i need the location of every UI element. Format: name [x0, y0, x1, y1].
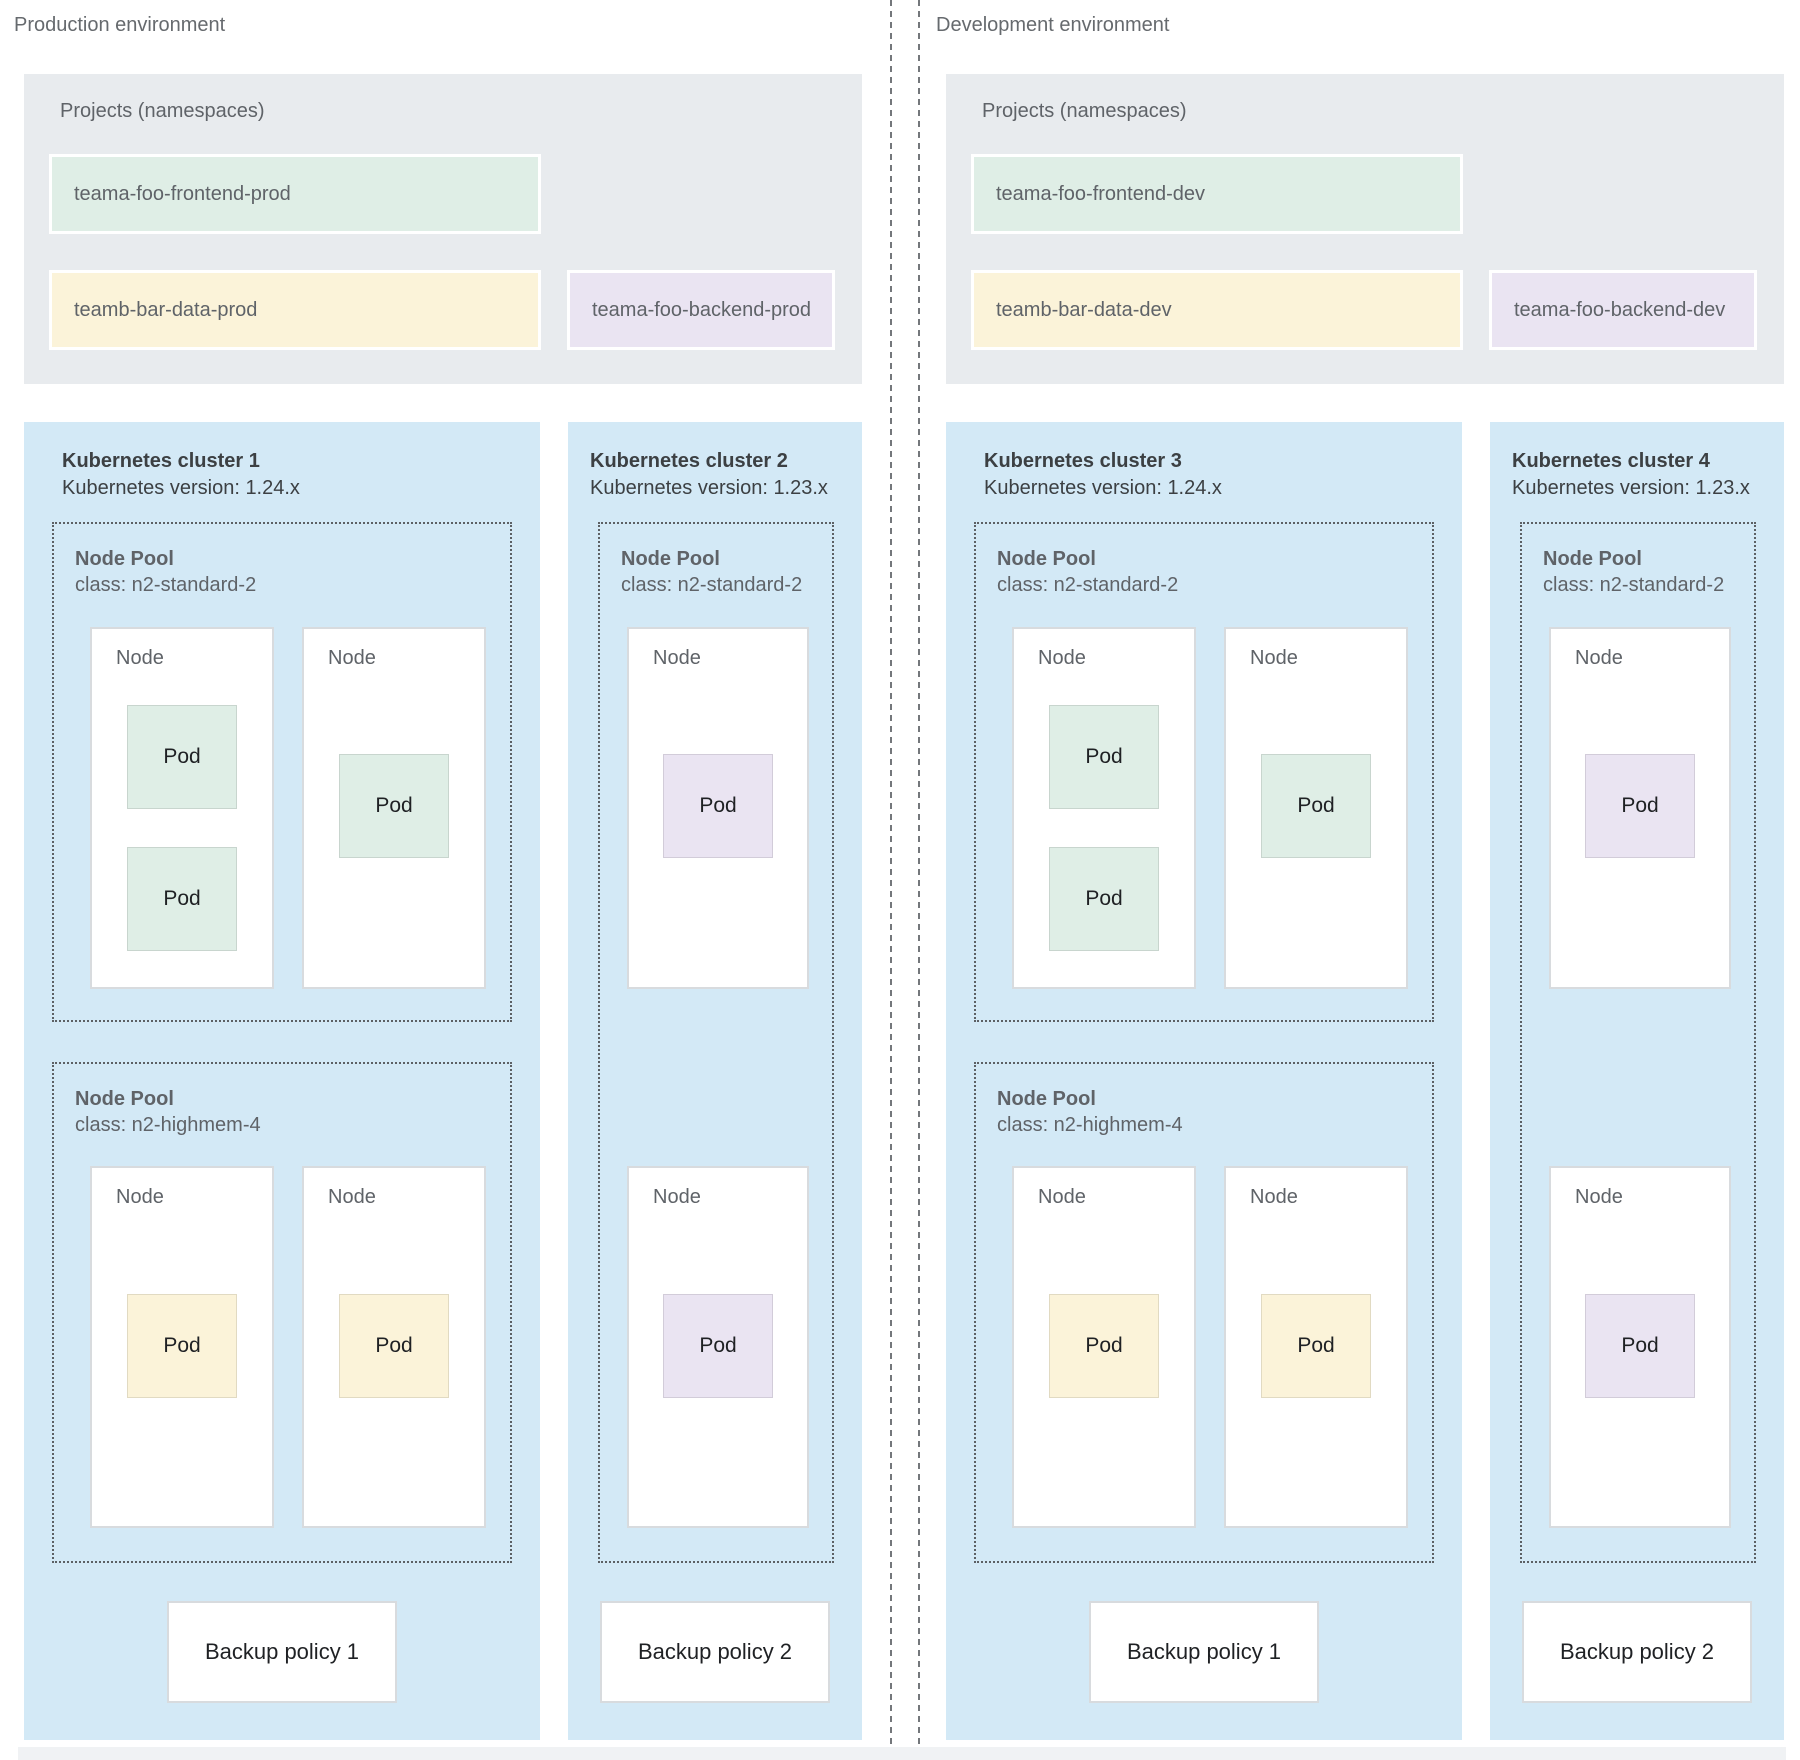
- node-pool-header: Node Pool class: n2-standard-2: [621, 546, 802, 598]
- cluster-panel-2: Kubernetes cluster 2 Kubernetes version:…: [568, 422, 862, 1740]
- cluster-panel-1: Kubernetes cluster 1 Kubernetes version:…: [24, 422, 540, 1740]
- node-label: Node: [653, 647, 701, 669]
- node-box: Node Pod: [1012, 1166, 1196, 1528]
- node-pool-header: Node Pool class: n2-standard-2: [75, 546, 256, 598]
- node-pool: Node Pool class: n2-highmem-4 Node Pod N…: [52, 1062, 512, 1563]
- backup-policy-box: Backup policy 2: [1522, 1601, 1752, 1703]
- node-label: Node: [653, 1186, 701, 1208]
- cluster-panel-3: Kubernetes cluster 3 Kubernetes version:…: [946, 422, 1462, 1740]
- node-pool-class: class: n2-highmem-4: [997, 1114, 1183, 1136]
- namespace-box: teama-foo-backend-prod: [567, 270, 835, 350]
- pod-box: Pod: [663, 1294, 773, 1398]
- node-box: Node Pod: [1224, 1166, 1408, 1528]
- node-box: Node Pod: [1224, 627, 1408, 989]
- pod-box: Pod: [1585, 754, 1695, 858]
- pod-box: Pod: [1049, 847, 1159, 951]
- node-label: Node: [1575, 1186, 1623, 1208]
- node-pool: Node Pool class: n2-standard-2 Node Pod …: [52, 522, 512, 1022]
- environment-label-production: Production environment: [14, 14, 226, 36]
- backup-policy-box: Backup policy 2: [600, 1601, 830, 1703]
- node-pool-class: class: n2-standard-2: [621, 574, 803, 596]
- node-box: Node Pod Pod: [90, 627, 274, 989]
- backup-policy-box: Backup policy 1: [1089, 1601, 1319, 1703]
- environment-divider-line: [890, 0, 892, 1760]
- pod-box: Pod: [1049, 1294, 1159, 1398]
- node-pool-title: Node Pool: [997, 548, 1096, 570]
- node-label: Node: [1250, 647, 1298, 669]
- node-pool-class: class: n2-highmem-4: [75, 1114, 261, 1136]
- node-pool: Node Pool class: n2-highmem-4 Node Pod N…: [974, 1062, 1434, 1563]
- pod-box: Pod: [1261, 1294, 1371, 1398]
- node-pool-header: Node Pool class: n2-highmem-4: [75, 1086, 261, 1138]
- node-label: Node: [1038, 647, 1086, 669]
- node-box: Node Pod: [1549, 627, 1731, 989]
- pod-box: Pod: [339, 1294, 449, 1398]
- cluster-version: Kubernetes version: 1.24.x: [62, 477, 300, 499]
- pod-box: Pod: [127, 847, 237, 951]
- node-pool-header: Node Pool class: n2-standard-2: [997, 546, 1178, 598]
- projects-panel-title: Projects (namespaces): [982, 100, 1187, 122]
- node-label: Node: [116, 1186, 164, 1208]
- cluster-header: Kubernetes cluster 2 Kubernetes version:…: [590, 448, 828, 502]
- node-pool-header: Node Pool class: n2-standard-2: [1543, 546, 1724, 598]
- cluster-version: Kubernetes version: 1.23.x: [1512, 477, 1750, 499]
- node-label: Node: [328, 1186, 376, 1208]
- node-label: Node: [1575, 647, 1623, 669]
- node-label: Node: [328, 647, 376, 669]
- environment-label-development: Development environment: [936, 14, 1170, 36]
- cluster-version: Kubernetes version: 1.23.x: [590, 477, 828, 499]
- node-box: Node Pod: [302, 627, 486, 989]
- projects-panel-development: Projects (namespaces) teama-foo-frontend…: [946, 74, 1784, 384]
- cluster-title: Kubernetes cluster 2: [590, 450, 788, 472]
- bottom-strip: [18, 1747, 1786, 1760]
- namespace-box: teama-foo-frontend-prod: [49, 154, 541, 234]
- namespace-box: teama-foo-backend-dev: [1489, 270, 1757, 350]
- node-pool-title: Node Pool: [75, 548, 174, 570]
- node-box: Node Pod Pod: [1012, 627, 1196, 989]
- node-label: Node: [1038, 1186, 1086, 1208]
- environment-divider-line: [918, 0, 920, 1760]
- pod-box: Pod: [1049, 705, 1159, 809]
- pod-box: Pod: [1261, 754, 1371, 858]
- namespace-box: teamb-bar-data-prod: [49, 270, 541, 350]
- node-pool-title: Node Pool: [75, 1088, 174, 1110]
- node-pool-class: class: n2-standard-2: [1543, 574, 1725, 596]
- cluster-header: Kubernetes cluster 3 Kubernetes version:…: [984, 448, 1222, 502]
- pod-box: Pod: [1585, 1294, 1695, 1398]
- node-pool-class: class: n2-standard-2: [75, 574, 257, 596]
- node-pool-title: Node Pool: [1543, 548, 1642, 570]
- node-pool: Node Pool class: n2-standard-2 Node Pod …: [598, 522, 834, 1563]
- namespace-box: teamb-bar-data-dev: [971, 270, 1463, 350]
- cluster-header: Kubernetes cluster 4 Kubernetes version:…: [1512, 448, 1750, 502]
- projects-panel-production: Projects (namespaces) teama-foo-frontend…: [24, 74, 862, 384]
- pod-box: Pod: [127, 1294, 237, 1398]
- node-pool: Node Pool class: n2-standard-2 Node Pod …: [974, 522, 1434, 1022]
- node-box: Node Pod: [90, 1166, 274, 1528]
- cluster-title: Kubernetes cluster 3: [984, 450, 1182, 472]
- node-box: Node Pod: [302, 1166, 486, 1528]
- cluster-version: Kubernetes version: 1.24.x: [984, 477, 1222, 499]
- node-label: Node: [1250, 1186, 1298, 1208]
- projects-panel-title: Projects (namespaces): [60, 100, 265, 122]
- node-box: Node Pod: [627, 627, 809, 989]
- node-pool-header: Node Pool class: n2-highmem-4: [997, 1086, 1183, 1138]
- node-box: Node Pod: [1549, 1166, 1731, 1528]
- cluster-header: Kubernetes cluster 1 Kubernetes version:…: [62, 448, 300, 502]
- pod-box: Pod: [127, 705, 237, 809]
- cluster-panel-4: Kubernetes cluster 4 Kubernetes version:…: [1490, 422, 1784, 1740]
- namespace-box: teama-foo-frontend-dev: [971, 154, 1463, 234]
- node-label: Node: [116, 647, 164, 669]
- cluster-title: Kubernetes cluster 1: [62, 450, 260, 472]
- pod-box: Pod: [663, 754, 773, 858]
- node-pool-title: Node Pool: [621, 548, 720, 570]
- node-pool: Node Pool class: n2-standard-2 Node Pod …: [1520, 522, 1756, 1563]
- backup-policy-box: Backup policy 1: [167, 1601, 397, 1703]
- pod-box: Pod: [339, 754, 449, 858]
- node-pool-class: class: n2-standard-2: [997, 574, 1179, 596]
- node-pool-title: Node Pool: [997, 1088, 1096, 1110]
- node-box: Node Pod: [627, 1166, 809, 1528]
- cluster-title: Kubernetes cluster 4: [1512, 450, 1710, 472]
